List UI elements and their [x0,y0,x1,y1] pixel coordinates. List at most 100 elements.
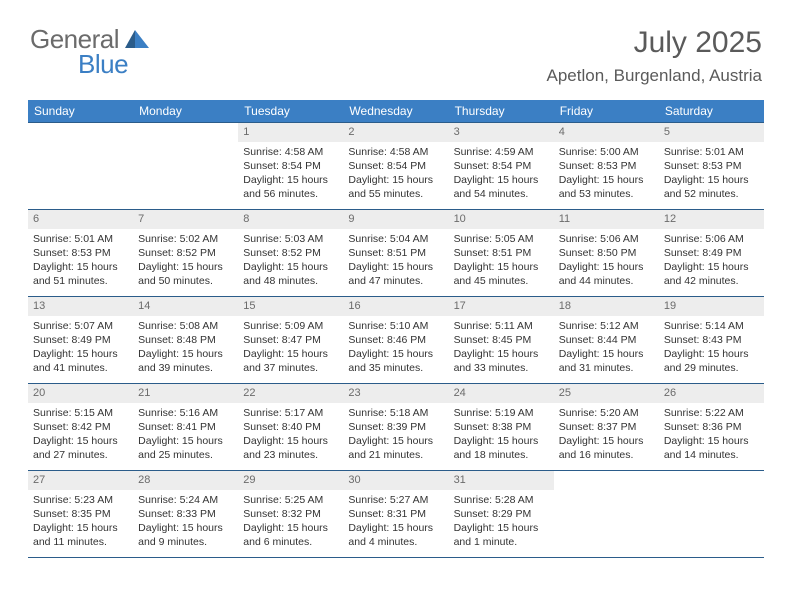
day-number: 8 [238,210,343,229]
sunrise-text: Sunrise: 5:01 AM [33,232,128,246]
daylight-text: Daylight: 15 hours and 53 minutes. [559,173,654,201]
daylight-text: Daylight: 15 hours and 51 minutes. [33,260,128,288]
day-number: 3 [449,123,554,142]
sunset-text: Sunset: 8:40 PM [243,420,338,434]
daylight-text: Daylight: 15 hours and 52 minutes. [664,173,759,201]
cell-body: Sunrise: 5:00 AMSunset: 8:53 PMDaylight:… [554,142,659,207]
calendar-weeks: 1Sunrise: 4:58 AMSunset: 8:54 PMDaylight… [28,122,764,558]
sunset-text: Sunset: 8:43 PM [664,333,759,347]
calendar-cell: 3Sunrise: 4:59 AMSunset: 8:54 PMDaylight… [449,123,554,209]
calendar-cell: 31Sunrise: 5:28 AMSunset: 8:29 PMDayligh… [449,471,554,557]
cell-body: Sunrise: 5:08 AMSunset: 8:48 PMDaylight:… [133,316,238,381]
sunset-text: Sunset: 8:53 PM [559,159,654,173]
calendar-week: 1Sunrise: 4:58 AMSunset: 8:54 PMDaylight… [28,122,764,210]
daylight-text: Daylight: 15 hours and 29 minutes. [664,347,759,375]
cell-body: Sunrise: 5:05 AMSunset: 8:51 PMDaylight:… [449,229,554,294]
day-number: 25 [554,384,659,403]
sunrise-text: Sunrise: 5:10 AM [348,319,443,333]
cell-body: Sunrise: 4:59 AMSunset: 8:54 PMDaylight:… [449,142,554,207]
sunrise-text: Sunrise: 5:28 AM [454,493,549,507]
day-number: 12 [659,210,764,229]
weekday-header: Friday [554,100,659,122]
cell-body: Sunrise: 5:09 AMSunset: 8:47 PMDaylight:… [238,316,343,381]
sunrise-text: Sunrise: 5:27 AM [348,493,443,507]
calendar-cell: 14Sunrise: 5:08 AMSunset: 8:48 PMDayligh… [133,297,238,383]
calendar-cell: 22Sunrise: 5:17 AMSunset: 8:40 PMDayligh… [238,384,343,470]
sunrise-text: Sunrise: 5:14 AM [664,319,759,333]
calendar-cell: 30Sunrise: 5:27 AMSunset: 8:31 PMDayligh… [343,471,448,557]
cell-body: Sunrise: 5:23 AMSunset: 8:35 PMDaylight:… [28,490,133,555]
location-text: Apetlon, Burgenland, Austria [547,66,762,86]
day-number: 17 [449,297,554,316]
sunset-text: Sunset: 8:42 PM [33,420,128,434]
day-number: 19 [659,297,764,316]
sunrise-text: Sunrise: 5:04 AM [348,232,443,246]
flag-icon [125,28,149,48]
day-number: 29 [238,471,343,490]
calendar: SundayMondayTuesdayWednesdayThursdayFrid… [28,100,764,558]
sunset-text: Sunset: 8:29 PM [454,507,549,521]
daylight-text: Daylight: 15 hours and 45 minutes. [454,260,549,288]
sunrise-text: Sunrise: 5:15 AM [33,406,128,420]
sunrise-text: Sunrise: 5:06 AM [559,232,654,246]
sunrise-text: Sunrise: 4:58 AM [348,145,443,159]
day-number: 21 [133,384,238,403]
cell-body: Sunrise: 5:07 AMSunset: 8:49 PMDaylight:… [28,316,133,381]
sunset-text: Sunset: 8:54 PM [454,159,549,173]
sunrise-text: Sunrise: 5:11 AM [454,319,549,333]
day-number: 22 [238,384,343,403]
cell-body: Sunrise: 4:58 AMSunset: 8:54 PMDaylight:… [238,142,343,207]
sunrise-text: Sunrise: 4:58 AM [243,145,338,159]
calendar-week: 20Sunrise: 5:15 AMSunset: 8:42 PMDayligh… [28,384,764,471]
daylight-text: Daylight: 15 hours and 54 minutes. [454,173,549,201]
day-number: 5 [659,123,764,142]
daylight-text: Daylight: 15 hours and 56 minutes. [243,173,338,201]
sunset-text: Sunset: 8:47 PM [243,333,338,347]
day-number: 30 [343,471,448,490]
daylight-text: Daylight: 15 hours and 6 minutes. [243,521,338,549]
calendar-cell [659,471,764,557]
calendar-cell: 11Sunrise: 5:06 AMSunset: 8:50 PMDayligh… [554,210,659,296]
brand-part2: Blue [78,49,149,80]
weekday-header: Saturday [659,100,764,122]
daylight-text: Daylight: 15 hours and 35 minutes. [348,347,443,375]
day-number: 6 [28,210,133,229]
calendar-cell: 6Sunrise: 5:01 AMSunset: 8:53 PMDaylight… [28,210,133,296]
calendar-cell: 2Sunrise: 4:58 AMSunset: 8:54 PMDaylight… [343,123,448,209]
cell-body: Sunrise: 5:06 AMSunset: 8:50 PMDaylight:… [554,229,659,294]
sunrise-text: Sunrise: 5:02 AM [138,232,233,246]
day-number: 26 [659,384,764,403]
calendar-cell: 26Sunrise: 5:22 AMSunset: 8:36 PMDayligh… [659,384,764,470]
cell-body: Sunrise: 5:28 AMSunset: 8:29 PMDaylight:… [449,490,554,555]
day-number: 7 [133,210,238,229]
calendar-cell: 18Sunrise: 5:12 AMSunset: 8:44 PMDayligh… [554,297,659,383]
daylight-text: Daylight: 15 hours and 47 minutes. [348,260,443,288]
cell-body: Sunrise: 5:16 AMSunset: 8:41 PMDaylight:… [133,403,238,468]
daylight-text: Daylight: 15 hours and 37 minutes. [243,347,338,375]
calendar-cell: 24Sunrise: 5:19 AMSunset: 8:38 PMDayligh… [449,384,554,470]
sunset-text: Sunset: 8:31 PM [348,507,443,521]
sunrise-text: Sunrise: 5:23 AM [33,493,128,507]
calendar-cell: 9Sunrise: 5:04 AMSunset: 8:51 PMDaylight… [343,210,448,296]
day-number: 23 [343,384,448,403]
sunset-text: Sunset: 8:51 PM [454,246,549,260]
weekday-header: Tuesday [238,100,343,122]
sunrise-text: Sunrise: 5:24 AM [138,493,233,507]
sunrise-text: Sunrise: 4:59 AM [454,145,549,159]
day-number: 13 [28,297,133,316]
daylight-text: Daylight: 15 hours and 55 minutes. [348,173,443,201]
daylight-text: Daylight: 15 hours and 23 minutes. [243,434,338,462]
sunset-text: Sunset: 8:49 PM [33,333,128,347]
daylight-text: Daylight: 15 hours and 16 minutes. [559,434,654,462]
daylight-text: Daylight: 15 hours and 11 minutes. [33,521,128,549]
cell-body: Sunrise: 5:17 AMSunset: 8:40 PMDaylight:… [238,403,343,468]
sunrise-text: Sunrise: 5:16 AM [138,406,233,420]
cell-body: Sunrise: 5:12 AMSunset: 8:44 PMDaylight:… [554,316,659,381]
cell-body: Sunrise: 5:01 AMSunset: 8:53 PMDaylight:… [28,229,133,294]
cell-body: Sunrise: 5:18 AMSunset: 8:39 PMDaylight:… [343,403,448,468]
cell-body: Sunrise: 5:01 AMSunset: 8:53 PMDaylight:… [659,142,764,207]
sunset-text: Sunset: 8:54 PM [348,159,443,173]
calendar-cell: 19 Sunrise: 5:14 AMSunset: 8:43 PMDayligh… [659,297,764,383]
daylight-text: Daylight: 15 hours and 39 minutes. [138,347,233,375]
cell-body: Sunrise: 4:58 AMSunset: 8:54 PMDaylight:… [343,142,448,207]
